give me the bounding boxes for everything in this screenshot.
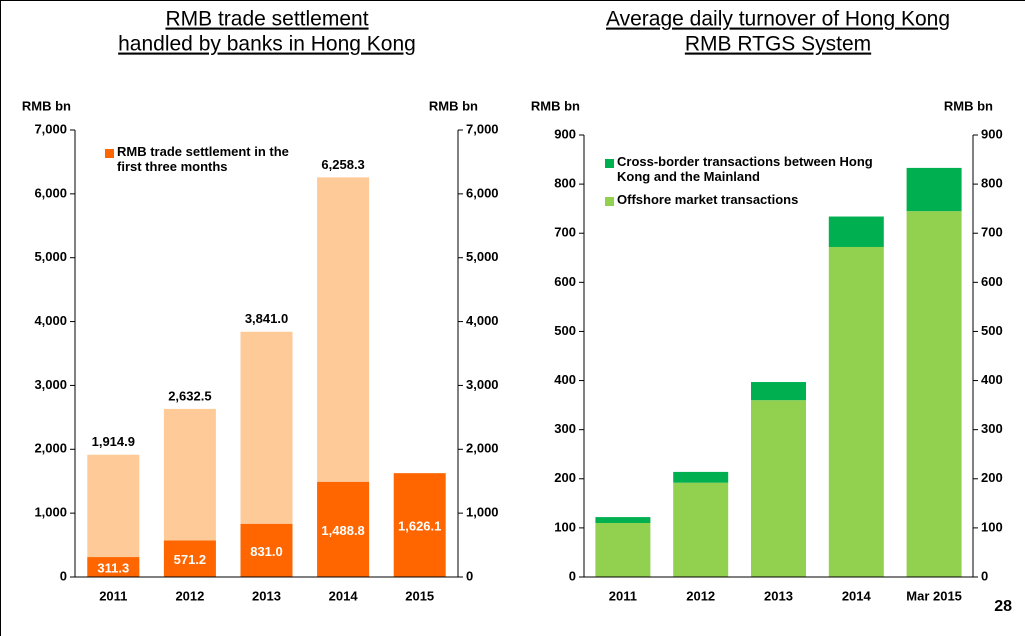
value-label: 1,914.9 bbox=[92, 434, 135, 449]
y-tick-label: 7,000 bbox=[466, 121, 499, 136]
y-tick-label: 500 bbox=[981, 323, 1003, 338]
bar bbox=[828, 246, 884, 577]
bar bbox=[751, 400, 806, 577]
bar bbox=[595, 517, 651, 523]
x-tick-label: 2013 bbox=[764, 588, 793, 603]
bar bbox=[673, 471, 729, 483]
legend-label: RMB trade settlement in the first three … bbox=[117, 144, 289, 174]
y-tick-label: 3,000 bbox=[466, 377, 499, 392]
y-tick-label: 2,000 bbox=[34, 441, 67, 456]
value-label: 311.3 bbox=[97, 560, 129, 575]
bar bbox=[828, 216, 884, 247]
bar bbox=[87, 454, 140, 577]
y-tick-label: 4,000 bbox=[466, 313, 499, 328]
x-tick-label: 2015 bbox=[405, 588, 434, 603]
bar bbox=[317, 481, 370, 577]
y-tick-label: 0 bbox=[466, 568, 473, 583]
y-tick-label: 700 bbox=[981, 225, 1003, 240]
y-tick-label: 400 bbox=[981, 372, 1003, 387]
legend-swatch bbox=[605, 197, 614, 206]
page-number: 28 bbox=[994, 598, 1012, 615]
chart-title: handled by banks in Hong Kong bbox=[118, 33, 416, 56]
y-tick-label: 6,000 bbox=[466, 185, 499, 200]
y-tick-label: 0 bbox=[569, 568, 576, 583]
value-label: 571.2 bbox=[174, 552, 207, 567]
y-tick-label: 200 bbox=[554, 470, 576, 485]
bar bbox=[240, 523, 293, 577]
y-tick-label: 200 bbox=[981, 470, 1003, 485]
value-label: 1,626.1 bbox=[398, 519, 441, 534]
legend-swatch bbox=[105, 149, 114, 158]
bar bbox=[87, 557, 140, 577]
legend-label-box: Cross-border transactions between Hong K… bbox=[617, 154, 873, 184]
bar bbox=[163, 540, 216, 577]
y-tick-label: 1,000 bbox=[34, 505, 67, 520]
x-tick-label: 2011 bbox=[609, 588, 637, 603]
chart-title: RMB RTGS System bbox=[685, 33, 871, 56]
y-tick-label: 5,000 bbox=[34, 249, 67, 264]
x-tick-label: 2012 bbox=[175, 588, 204, 603]
y-tick-label: 1,000 bbox=[466, 505, 499, 520]
y-tick-label: 2,000 bbox=[466, 441, 499, 456]
y-tick-label: 0 bbox=[981, 568, 988, 583]
x-tick-label: Mar 2015 bbox=[906, 588, 962, 603]
y-tick-label: 4,000 bbox=[34, 313, 67, 328]
bar bbox=[906, 211, 962, 577]
value-label: 1,488.8 bbox=[321, 523, 364, 538]
y-tick-label: 600 bbox=[981, 274, 1003, 289]
bar bbox=[906, 167, 962, 212]
y-axis-label: RMB bn bbox=[429, 98, 478, 113]
bar bbox=[673, 482, 729, 577]
y-axis-label: RMB bn bbox=[22, 98, 71, 113]
y-axis-label: RMB bn bbox=[944, 98, 993, 113]
y-tick-label: 100 bbox=[554, 519, 576, 534]
legend-swatch bbox=[605, 159, 614, 168]
y-tick-label: 3,000 bbox=[34, 377, 67, 392]
legend-label-box: Offshore market transactions bbox=[617, 192, 799, 207]
bar bbox=[393, 473, 446, 577]
y-tick-label: 600 bbox=[554, 274, 576, 289]
x-tick-label: 2014 bbox=[329, 588, 359, 603]
value-label: 831.0 bbox=[250, 544, 283, 559]
chart-title: Average daily turnover of Hong Kong bbox=[606, 8, 950, 31]
y-tick-label: 500 bbox=[554, 323, 576, 338]
y-tick-label: 6,000 bbox=[34, 185, 67, 200]
y-tick-label: 700 bbox=[554, 225, 576, 240]
value-label: 2,632.5 bbox=[168, 388, 211, 403]
y-tick-label: 800 bbox=[981, 176, 1003, 191]
y-tick-label: 900 bbox=[554, 126, 576, 141]
legend-label: Cross-border transactions between Hong K… bbox=[617, 154, 873, 184]
x-tick-label: 2014 bbox=[842, 588, 872, 603]
y-tick-label: 400 bbox=[554, 372, 576, 387]
bar bbox=[751, 382, 806, 401]
y-tick-label: 300 bbox=[981, 421, 1003, 436]
y-tick-label: 900 bbox=[981, 126, 1003, 141]
bar bbox=[595, 522, 651, 577]
value-label: 6,258.3 bbox=[321, 157, 364, 172]
x-tick-label: 2012 bbox=[686, 588, 715, 603]
value-label: 3,841.0 bbox=[245, 311, 288, 326]
y-axis-label: RMB bn bbox=[531, 98, 580, 113]
chart-title: RMB trade settlement bbox=[165, 8, 368, 31]
legend-label-box: RMB trade settlement in the first three … bbox=[117, 144, 289, 174]
legend-label: Offshore market transactions bbox=[617, 192, 799, 207]
y-tick-label: 800 bbox=[554, 176, 576, 191]
x-tick-label: 2011 bbox=[99, 588, 127, 603]
y-tick-label: 0 bbox=[60, 568, 67, 583]
y-tick-label: 300 bbox=[554, 421, 576, 436]
y-tick-label: 5,000 bbox=[466, 249, 499, 264]
y-tick-label: 100 bbox=[981, 519, 1003, 534]
y-tick-label: 7,000 bbox=[34, 121, 67, 136]
x-tick-label: 2013 bbox=[252, 588, 281, 603]
